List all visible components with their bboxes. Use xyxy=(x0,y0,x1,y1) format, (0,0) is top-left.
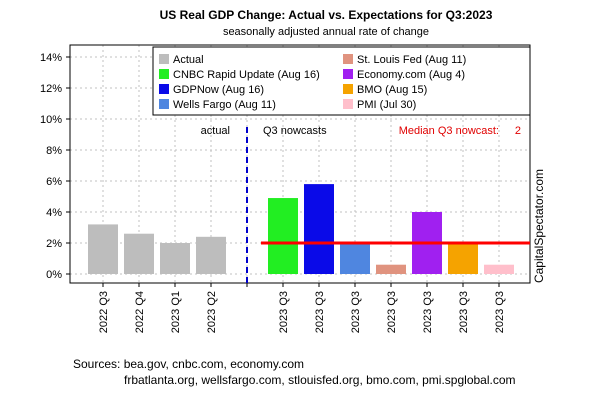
y-tick-label: 10% xyxy=(40,114,62,126)
legend-swatch xyxy=(159,84,169,94)
legend-label: Economy.com (Aug 4) xyxy=(357,69,465,81)
actual-annotation: actual xyxy=(201,125,230,137)
median-nowcast-label: Median Q3 nowcast: xyxy=(399,125,499,137)
x-tick-label: 2022 Q3 xyxy=(98,291,110,333)
legend-label: Actual xyxy=(173,54,204,66)
legend-swatch xyxy=(343,99,353,109)
legend-label: BMO (Aug 15) xyxy=(357,84,427,96)
y-tick-label: 4% xyxy=(46,207,62,219)
legend-label: St. Louis Fed (Aug 11) xyxy=(357,54,466,66)
bar xyxy=(88,224,118,274)
median-nowcast-value: 2 xyxy=(515,125,521,137)
x-tick-label: 2022 Q4 xyxy=(134,291,146,333)
x-tick-label: 2023 Q3 xyxy=(422,291,434,333)
x-tick-label: 2023 Q3 xyxy=(386,291,398,333)
x-tick-label: 2023 Q3 xyxy=(314,291,326,333)
legend-swatch xyxy=(159,69,169,79)
legend-label: CNBC Rapid Update (Aug 16) xyxy=(173,69,320,81)
legend-box xyxy=(152,46,531,116)
bar xyxy=(124,233,154,274)
y-tick-label: 8% xyxy=(46,145,62,157)
legend-label: GDPNow (Aug 16) xyxy=(173,84,264,96)
legend: Actual CNBC Rapid Update (Aug 16) GDPNow (… xyxy=(152,46,531,116)
chart-subtitle: seasonally adjusted annual rate of chang… xyxy=(223,26,429,38)
x-tick-label: 2023 Q1 xyxy=(170,291,182,333)
x-tick-label: 2023 Q3 xyxy=(494,291,506,333)
bar xyxy=(160,243,190,274)
x-tick-label: 2023 Q3 xyxy=(278,291,290,333)
side-watermark-label: CapitalSpectator.com xyxy=(532,169,546,283)
y-tick-label: 6% xyxy=(46,176,62,188)
bar xyxy=(196,236,226,274)
legend-swatch xyxy=(343,69,353,79)
bar xyxy=(448,243,478,274)
y-tick-label: 0% xyxy=(46,269,62,281)
legend-label: PMI (Jul 30) xyxy=(357,99,416,111)
legend-label: Wells Fargo (Aug 11) xyxy=(173,99,276,111)
legend-swatch xyxy=(159,99,169,109)
y-tick-label: 14% xyxy=(40,52,62,64)
sources-line-1: Sources: bea.gov, cnbc.com, economy.com xyxy=(73,357,304,371)
x-tick-label: 2023 Q3 xyxy=(350,291,362,333)
legend-swatch xyxy=(159,54,169,64)
x-tick-label: 2023 Q2 xyxy=(206,291,218,333)
sources-line-2: frbatlanta.org, wellsfargo.com, stlouisf… xyxy=(124,373,516,387)
y-tick-label: 2% xyxy=(46,238,62,250)
x-tick-label: 2023 Q3 xyxy=(458,291,470,333)
chart-title: US Real GDP Change: Actual vs. Expectati… xyxy=(160,8,493,22)
y-tick-label: 12% xyxy=(40,83,62,95)
bar xyxy=(484,264,514,274)
plot-frame xyxy=(69,44,531,284)
nowcasts-annotation: Q3 nowcasts xyxy=(263,125,327,137)
legend-swatch xyxy=(343,84,353,94)
bar xyxy=(268,198,298,274)
bar xyxy=(376,264,406,274)
legend-swatch xyxy=(343,54,353,64)
bar xyxy=(304,184,334,274)
bar xyxy=(340,243,370,274)
